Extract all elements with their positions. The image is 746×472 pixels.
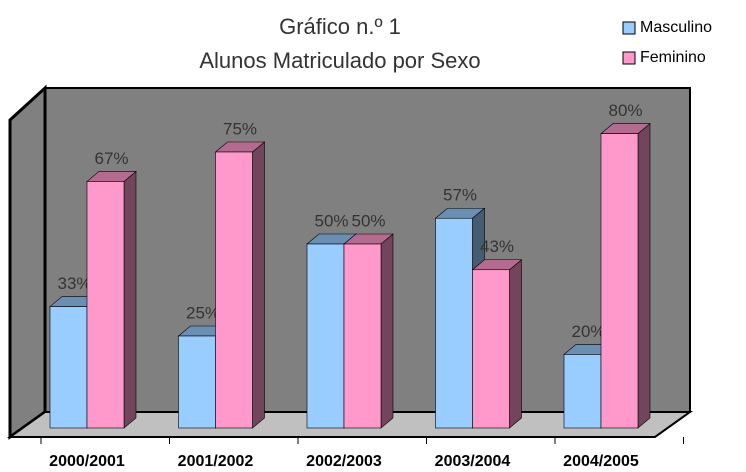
bar-front [215,151,253,429]
value-label: 50% [314,211,348,230]
bar-front [343,243,382,429]
bar-side [637,122,651,429]
bar-front [600,133,639,429]
value-label: 25% [186,303,220,322]
bar [214,141,266,429]
value-label: 33% [57,274,91,293]
chart-subtitle: Alunos Matriculado por Sexo [199,48,480,73]
value-label: 20% [571,322,605,341]
x-tick-label: 2004/2005 [563,453,639,470]
value-label: 57% [443,186,477,205]
legend-swatch [622,21,636,35]
x-tick-label: 2002/2003 [306,453,382,470]
x-tick-label: 2001/2002 [178,453,254,470]
value-label: 75% [223,119,257,138]
legend-label: Feminino [640,49,706,66]
bar [471,259,523,429]
bar-front [178,335,216,429]
bar [600,122,651,429]
value-label: 50% [351,211,385,230]
bar [86,170,137,429]
chart-title: Gráfico n.º 1 [279,14,401,39]
value-label: 80% [608,101,642,120]
bar-side [509,259,522,429]
bar-side [252,141,265,429]
x-tick-label: 2000/2001 [49,453,125,470]
bar-front [86,181,125,429]
bar-front [306,243,345,429]
bar-front [435,217,473,429]
side-wall [8,84,47,440]
bar-front [472,269,510,429]
bar-front [563,354,602,429]
x-tick-label: 2003/2004 [435,453,511,470]
legend-label: Masculino [640,19,712,36]
bar-side [123,170,137,429]
value-label: 43% [480,237,514,256]
bar-side [380,233,394,429]
legend-swatch [622,51,636,65]
bar [343,233,394,429]
bar-front [49,306,88,429]
value-label: 67% [94,149,128,168]
